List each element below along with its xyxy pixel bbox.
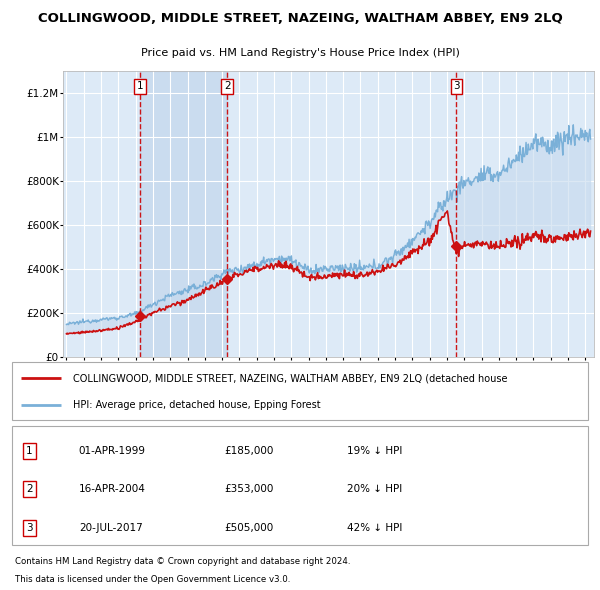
Text: 16-APR-2004: 16-APR-2004 (79, 484, 146, 494)
Text: COLLINGWOOD, MIDDLE STREET, NAZEING, WALTHAM ABBEY, EN9 2LQ: COLLINGWOOD, MIDDLE STREET, NAZEING, WAL… (38, 12, 562, 25)
Text: £185,000: £185,000 (224, 446, 274, 456)
Bar (140, 71, 227, 357)
Text: 3: 3 (453, 81, 460, 91)
Text: £353,000: £353,000 (224, 484, 274, 494)
Text: 19% ↓ HPI: 19% ↓ HPI (347, 446, 402, 456)
Text: 20% ↓ HPI: 20% ↓ HPI (347, 484, 402, 494)
Text: 20-JUL-2017: 20-JUL-2017 (79, 523, 143, 533)
FancyBboxPatch shape (12, 426, 588, 545)
Text: 01-APR-1999: 01-APR-1999 (79, 446, 146, 456)
Text: 1: 1 (137, 81, 143, 91)
Text: Price paid vs. HM Land Registry's House Price Index (HPI): Price paid vs. HM Land Registry's House … (140, 48, 460, 58)
Text: 3: 3 (26, 523, 32, 533)
Text: 2: 2 (26, 484, 32, 494)
FancyBboxPatch shape (12, 362, 588, 420)
Text: 2: 2 (224, 81, 230, 91)
Text: 1: 1 (26, 446, 32, 456)
Text: COLLINGWOOD, MIDDLE STREET, NAZEING, WALTHAM ABBEY, EN9 2LQ (detached house: COLLINGWOOD, MIDDLE STREET, NAZEING, WAL… (73, 373, 508, 384)
Text: HPI: Average price, detached house, Epping Forest: HPI: Average price, detached house, Eppi… (73, 399, 320, 409)
Text: 42% ↓ HPI: 42% ↓ HPI (347, 523, 402, 533)
Text: £505,000: £505,000 (224, 523, 274, 533)
Text: Contains HM Land Registry data © Crown copyright and database right 2024.: Contains HM Land Registry data © Crown c… (15, 556, 350, 566)
Text: This data is licensed under the Open Government Licence v3.0.: This data is licensed under the Open Gov… (15, 575, 290, 584)
